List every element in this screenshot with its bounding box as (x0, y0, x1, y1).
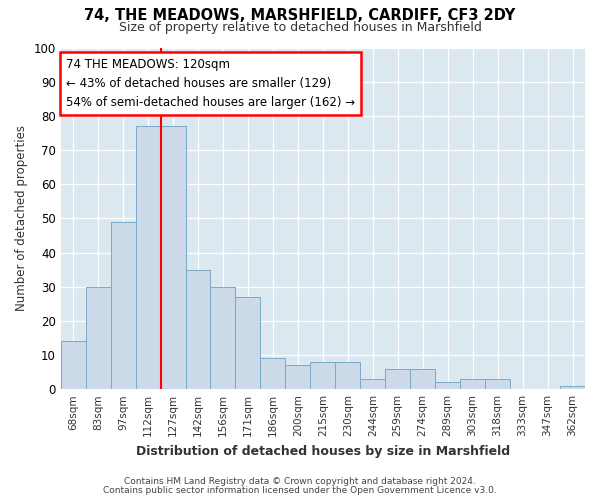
Text: 74, THE MEADOWS, MARSHFIELD, CARDIFF, CF3 2DY: 74, THE MEADOWS, MARSHFIELD, CARDIFF, CF… (85, 8, 515, 22)
Bar (61, 342, 86, 389)
Text: Size of property relative to detached houses in Marshfield: Size of property relative to detached ho… (119, 21, 481, 34)
Bar (560, 386, 585, 389)
X-axis label: Distribution of detached houses by size in Marshfield: Distribution of detached houses by size … (136, 444, 510, 458)
Bar (485, 379, 510, 389)
Bar (460, 379, 485, 389)
Bar (385, 368, 410, 389)
Bar (260, 358, 286, 389)
Bar (211, 286, 235, 389)
Y-axis label: Number of detached properties: Number of detached properties (15, 126, 28, 312)
Bar (136, 126, 161, 389)
Bar (185, 270, 211, 389)
Bar (310, 362, 335, 389)
Bar (286, 366, 310, 389)
Text: Contains public sector information licensed under the Open Government Licence v3: Contains public sector information licen… (103, 486, 497, 495)
Text: 74 THE MEADOWS: 120sqm
← 43% of detached houses are smaller (129)
54% of semi-de: 74 THE MEADOWS: 120sqm ← 43% of detached… (66, 58, 355, 109)
Bar (435, 382, 460, 389)
Bar (235, 297, 260, 389)
Bar (86, 286, 110, 389)
Bar (410, 368, 435, 389)
Bar (110, 222, 136, 389)
Text: Contains HM Land Registry data © Crown copyright and database right 2024.: Contains HM Land Registry data © Crown c… (124, 477, 476, 486)
Bar (161, 126, 185, 389)
Bar (335, 362, 360, 389)
Bar (360, 379, 385, 389)
